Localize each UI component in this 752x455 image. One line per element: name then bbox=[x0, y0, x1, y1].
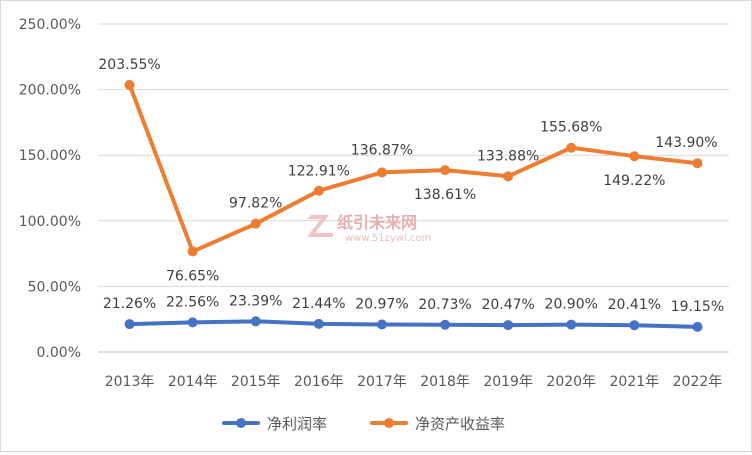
data-label: 21.26% bbox=[103, 296, 156, 312]
x-tick-label: 2020年 bbox=[546, 374, 596, 390]
data-point bbox=[503, 171, 514, 182]
y-tick-label: 200.00% bbox=[19, 83, 81, 99]
series-line bbox=[127, 82, 700, 254]
x-tick-label: 2013年 bbox=[105, 374, 155, 390]
data-label: 97.82% bbox=[229, 196, 282, 212]
x-tick-label: 2021年 bbox=[610, 374, 660, 390]
y-tick-label: 150.00% bbox=[19, 148, 81, 164]
data-point bbox=[187, 317, 198, 328]
data-point bbox=[124, 79, 135, 90]
data-label: 20.90% bbox=[545, 297, 598, 313]
data-point bbox=[503, 320, 514, 331]
data-point bbox=[440, 165, 451, 176]
gridlines bbox=[98, 23, 729, 353]
data-point bbox=[376, 319, 387, 330]
data-point bbox=[250, 218, 261, 229]
data-point bbox=[440, 319, 451, 330]
series-lines bbox=[127, 82, 700, 329]
data-label: 20.73% bbox=[418, 297, 471, 313]
watermark-logo-icon bbox=[307, 215, 333, 237]
data-label: 23.39% bbox=[229, 293, 282, 309]
x-tick-label: 2018年 bbox=[420, 374, 470, 390]
data-point bbox=[313, 318, 324, 329]
data-label: 136.87% bbox=[351, 142, 413, 158]
data-label: 143.90% bbox=[655, 135, 717, 151]
data-label: 19.15% bbox=[671, 299, 724, 315]
data-point bbox=[566, 319, 577, 330]
data-point bbox=[376, 167, 387, 178]
data-point bbox=[187, 246, 198, 257]
data-label: 21.44% bbox=[292, 296, 345, 312]
data-label: 138.61% bbox=[414, 187, 476, 203]
x-tick-label: 2015年 bbox=[231, 374, 281, 390]
watermark-text: 纸引未来网 bbox=[337, 213, 417, 232]
data-point bbox=[692, 321, 703, 332]
data-label: 76.65% bbox=[166, 268, 219, 284]
x-tick-label: 2019年 bbox=[483, 374, 533, 390]
data-label: 122.91% bbox=[288, 164, 350, 180]
y-axis-ticks: 0.00% 50.00% 100.00% 150.00% 200.00% 250.00% bbox=[19, 17, 81, 361]
data-labels: 21.26% 22.56% 23.39% 21.44% 20.97% 20.73% 20.4… bbox=[98, 57, 724, 315]
x-tick-label: 2014年 bbox=[168, 374, 218, 390]
data-point bbox=[629, 320, 640, 331]
y-tick-label: 100.00% bbox=[19, 214, 81, 230]
legend-label: 净利润率 bbox=[267, 415, 327, 433]
x-tick-label: 2016年 bbox=[294, 374, 344, 390]
x-tick-label: 2022年 bbox=[673, 374, 723, 390]
legend-marker-icon bbox=[384, 418, 394, 428]
watermark-url: www.51zywl.com bbox=[345, 233, 431, 244]
data-label: 149.22% bbox=[603, 173, 665, 189]
data-label: 20.47% bbox=[481, 297, 534, 313]
data-label: 22.56% bbox=[166, 294, 219, 310]
data-label: 20.97% bbox=[355, 296, 408, 312]
y-tick-label: 250.00% bbox=[19, 17, 81, 33]
legend-label: 净资产收益率 bbox=[415, 415, 505, 433]
series-points bbox=[124, 79, 703, 332]
y-tick-label: 0.00% bbox=[37, 345, 81, 361]
series-line bbox=[127, 319, 700, 329]
x-axis-ticks: 2013年 2014年 2015年 2016年 2017年 2018年 2019年 2020年… bbox=[105, 374, 723, 390]
x-tick-label: 2017年 bbox=[357, 374, 407, 390]
data-point bbox=[566, 142, 577, 153]
data-label: 133.88% bbox=[477, 148, 539, 164]
data-point bbox=[313, 185, 324, 196]
data-label: 203.55% bbox=[98, 57, 160, 73]
data-label: 155.68% bbox=[540, 120, 602, 136]
legend-marker-icon bbox=[236, 418, 246, 428]
y-tick-label: 50.00% bbox=[28, 279, 81, 295]
data-point bbox=[692, 158, 703, 169]
data-point bbox=[629, 151, 640, 162]
data-point bbox=[250, 316, 261, 327]
watermark: 纸引未来网 www.51zywl.com bbox=[307, 213, 431, 244]
data-label: 20.41% bbox=[608, 297, 661, 313]
data-point bbox=[124, 319, 135, 330]
legend: 净利润率 净资产收益率 bbox=[222, 415, 505, 433]
